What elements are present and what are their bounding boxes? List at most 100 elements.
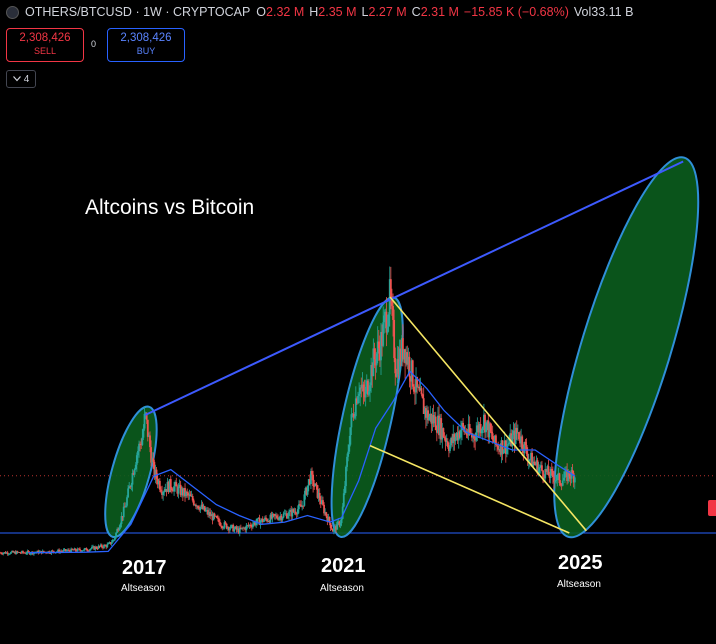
- candle-body: [60, 551, 63, 552]
- candle-body: [72, 549, 75, 551]
- candle-body: [16, 551, 19, 553]
- candle-body: [420, 388, 423, 395]
- candle-body: [382, 322, 385, 346]
- candle-body: [7, 553, 10, 555]
- candle-body: [561, 480, 564, 486]
- open-value: 2.32 M: [266, 5, 305, 19]
- candle-body: [0, 552, 2, 554]
- candle-body: [134, 464, 137, 470]
- symbol-header: OTHERS/BTCUSD · 1W · CRYPTOCAP O2.32 M H…: [0, 0, 716, 24]
- low-label: L: [361, 5, 369, 19]
- candle-body: [201, 504, 204, 509]
- candle-body: [133, 469, 136, 475]
- candle-body: [388, 279, 391, 315]
- candle-body: [500, 440, 503, 455]
- candle-body: [472, 435, 474, 438]
- candle-body: [204, 510, 207, 512]
- candle-body: [10, 552, 12, 554]
- candle-body: [118, 527, 121, 531]
- candle-body: [443, 437, 446, 439]
- chevron-down-icon: [12, 76, 21, 82]
- candle-body: [93, 546, 96, 550]
- candle-body: [88, 549, 91, 551]
- candle-body: [495, 435, 497, 445]
- candle-body: [83, 548, 86, 551]
- candle-body: [5, 552, 8, 554]
- candle-body: [241, 527, 243, 529]
- candle-body: [289, 510, 292, 512]
- cycle-year-2025: 2025: [558, 552, 603, 574]
- candle-body: [414, 391, 416, 393]
- candle-body: [527, 459, 530, 462]
- symbol-title[interactable]: OTHERS/BTCUSD · 1W · CRYPTOCAP: [25, 5, 251, 19]
- candle-body: [270, 514, 273, 519]
- candle-body: [338, 521, 341, 526]
- candle-body: [569, 476, 572, 479]
- candle-body: [219, 522, 221, 526]
- candle-body: [100, 544, 103, 548]
- candle-body: [52, 550, 55, 553]
- candle-body: [174, 482, 177, 487]
- candle-body: [293, 511, 296, 513]
- candle-body: [566, 469, 569, 481]
- candle-body: [221, 526, 224, 528]
- candle-body: [324, 512, 327, 514]
- candle-body: [454, 437, 457, 442]
- candle-body: [242, 527, 244, 529]
- candle-body: [109, 542, 112, 545]
- candle-body: [564, 471, 566, 478]
- candle-body: [274, 515, 277, 517]
- indicators-toggle-button[interactable]: 4: [6, 70, 36, 88]
- candle-body: [315, 483, 318, 486]
- candle-body: [409, 376, 412, 382]
- candle-body: [486, 420, 489, 423]
- candle-body: [27, 551, 30, 552]
- candle-body: [474, 438, 477, 441]
- candle-body: [337, 521, 340, 523]
- candle-body: [546, 466, 549, 472]
- candle-body: [154, 469, 157, 478]
- candle-body: [340, 518, 343, 524]
- candle-body: [57, 549, 59, 552]
- buy-button[interactable]: 2,308,426 BUY: [107, 28, 185, 62]
- candle-body: [131, 473, 134, 485]
- candle-body: [233, 528, 236, 532]
- candle-body: [379, 348, 381, 361]
- sell-button[interactable]: 2,308,426 SELL: [6, 28, 84, 62]
- candle-body: [111, 540, 114, 543]
- candle-body: [89, 548, 92, 550]
- candle-body: [280, 515, 283, 520]
- candle-body: [6, 552, 9, 555]
- candle-body: [132, 473, 135, 475]
- candle-body: [169, 479, 172, 489]
- cycle-label-2021: Altseason: [320, 583, 364, 594]
- candle-body: [69, 550, 71, 553]
- candle-body: [272, 513, 275, 515]
- candle-body: [278, 517, 281, 520]
- candle-body: [105, 545, 108, 548]
- candle-body: [156, 478, 159, 485]
- candle-body: [249, 524, 252, 527]
- candle-body: [239, 527, 242, 529]
- candle-body: [480, 430, 483, 434]
- candle-body: [364, 386, 367, 398]
- candle-body: [416, 377, 419, 388]
- candle-body: [573, 477, 576, 483]
- candle-body: [142, 428, 145, 438]
- candle-body: [277, 518, 279, 520]
- candle-body: [473, 435, 475, 439]
- candle-body: [405, 352, 408, 364]
- candle-body: [138, 443, 140, 452]
- candle-body: [152, 458, 155, 462]
- candle-body: [188, 494, 191, 496]
- candle-body: [326, 516, 329, 522]
- candle-body: [434, 416, 437, 431]
- candle-body: [87, 550, 90, 552]
- candle-body: [453, 434, 456, 442]
- candle-body: [273, 514, 276, 516]
- candle-body: [399, 348, 402, 362]
- candle-body: [97, 545, 100, 549]
- candle-body: [359, 387, 362, 394]
- candle-body: [467, 423, 470, 436]
